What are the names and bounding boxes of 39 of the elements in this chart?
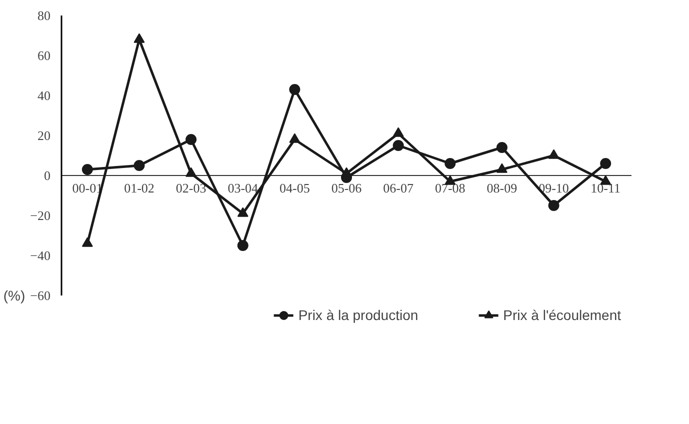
y-tick-label: −40 xyxy=(30,248,51,263)
point xyxy=(237,207,248,217)
x-tick-label: 01-02 xyxy=(124,180,154,196)
x-tick-label: 04-05 xyxy=(280,180,310,196)
x-tick-label: 03-04 xyxy=(228,180,259,196)
point xyxy=(392,127,404,137)
point xyxy=(289,84,300,95)
point xyxy=(82,164,93,175)
y-tick-label: 0 xyxy=(44,168,50,183)
point xyxy=(600,158,612,169)
point xyxy=(289,133,300,143)
x-tick-label: 06-07 xyxy=(383,180,414,196)
point xyxy=(186,167,197,177)
legend-label: Prix à l'écoulement xyxy=(503,307,621,323)
y-tick-label: 80 xyxy=(38,8,50,23)
x-tick-label: 08-09 xyxy=(486,180,518,196)
point xyxy=(496,142,508,153)
point xyxy=(392,140,404,151)
y-axis-title: (%) xyxy=(3,288,26,304)
point xyxy=(548,200,560,211)
point xyxy=(186,134,197,145)
y-tick-label: −60 xyxy=(30,288,51,303)
x-tick-label: 10-11 xyxy=(590,180,621,196)
point xyxy=(496,163,508,173)
x-tick-label: 07-08 xyxy=(434,180,466,196)
point xyxy=(134,33,145,43)
y-tick-label: −20 xyxy=(30,208,51,223)
legend-label: Prix à la production xyxy=(298,307,418,323)
point xyxy=(548,149,560,159)
point xyxy=(444,158,456,169)
x-tick-label: 05-06 xyxy=(331,180,362,196)
point xyxy=(82,237,93,247)
point xyxy=(341,167,352,177)
point xyxy=(237,240,248,251)
y-tick-label: 60 xyxy=(38,48,50,63)
y-tick-label: 20 xyxy=(38,128,50,143)
y-tick-label: 40 xyxy=(38,88,50,103)
x-tick-label: 02-03 xyxy=(176,180,206,196)
point xyxy=(134,160,145,171)
